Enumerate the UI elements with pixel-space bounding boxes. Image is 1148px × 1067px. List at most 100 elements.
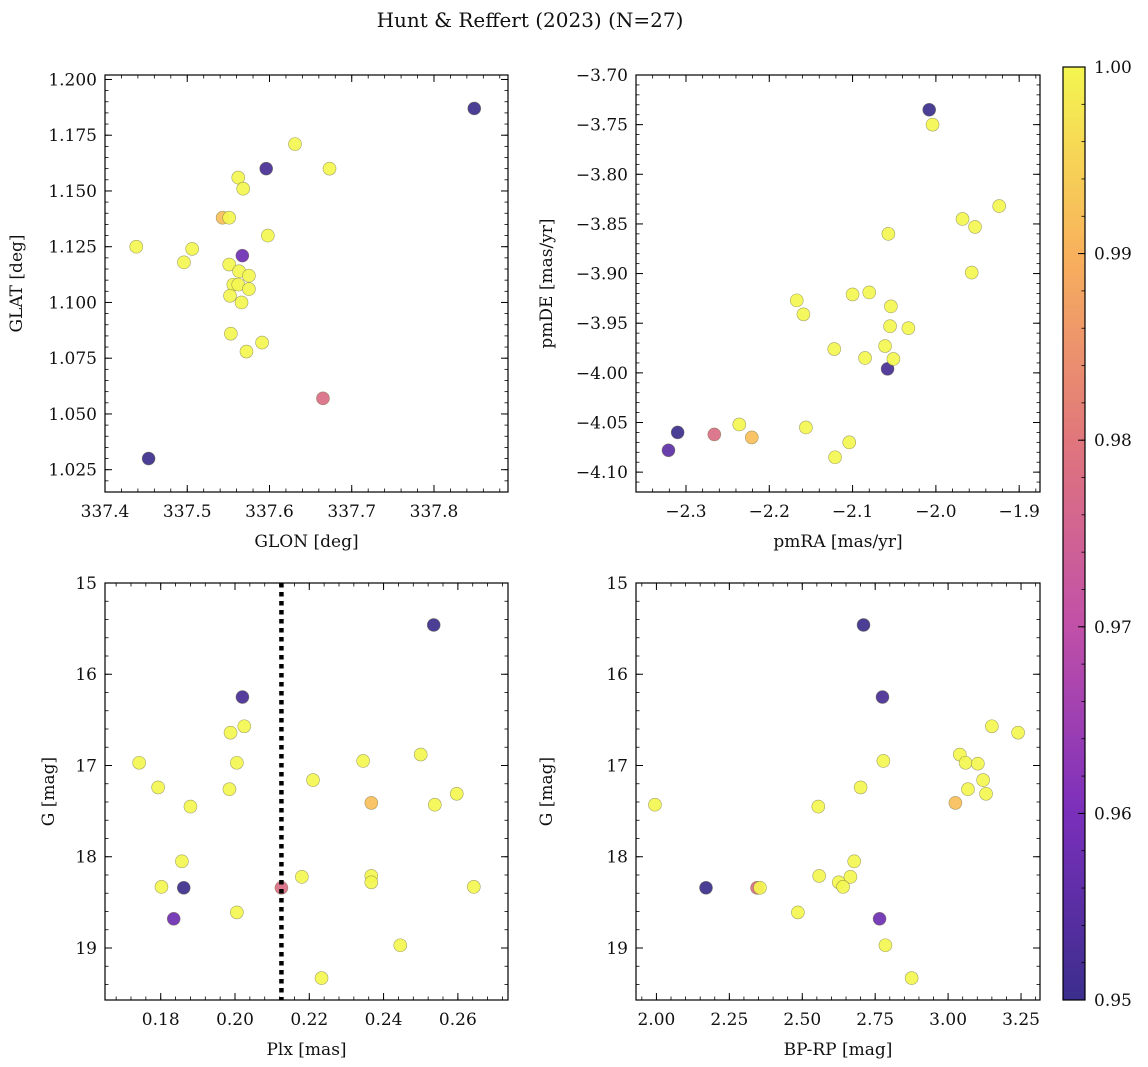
data-point bbox=[904, 971, 919, 985]
data-point bbox=[449, 786, 464, 801]
x-tick-label: 0.26 bbox=[439, 1010, 477, 1030]
data-point bbox=[827, 342, 842, 356]
data-point bbox=[154, 880, 169, 894]
data-point bbox=[842, 435, 857, 450]
x-axis-label: BP-RP [mag] bbox=[784, 1040, 893, 1060]
data-point bbox=[878, 938, 893, 953]
data-point bbox=[958, 755, 973, 770]
x-tick-label: 337.8 bbox=[410, 502, 459, 522]
scatter-panel-1: 337.4 337.5 337.6 337.7 337.8 1.025 1.050 1.075… bbox=[7, 70, 509, 552]
data-point bbox=[467, 101, 482, 116]
data-point bbox=[242, 268, 256, 283]
data-point bbox=[364, 796, 379, 810]
colorbar-tick-label: 0.99 bbox=[1094, 245, 1132, 265]
y-tick-label: 1.150 bbox=[48, 182, 97, 202]
x-axis-label: pmRA [mas/yr] bbox=[773, 532, 902, 552]
data-point bbox=[843, 870, 858, 884]
data-point bbox=[971, 756, 985, 771]
y-tick-label: 1.200 bbox=[48, 70, 97, 90]
y-axis-label: pmDE [mas/yr] bbox=[537, 218, 557, 348]
x-tick-label: 2.00 bbox=[637, 1010, 675, 1030]
data-point bbox=[237, 719, 252, 734]
x-tick-label: −1.9 bbox=[999, 502, 1040, 522]
y-tick-label: 17 bbox=[75, 756, 97, 776]
data-point bbox=[224, 326, 238, 341]
data-point bbox=[322, 161, 337, 176]
data-point bbox=[845, 287, 860, 302]
data-point bbox=[979, 786, 993, 801]
y-tick-label: 16 bbox=[606, 665, 628, 685]
data-point bbox=[1011, 725, 1025, 740]
data-point bbox=[732, 417, 747, 432]
data-point bbox=[847, 854, 861, 869]
y-tick-label: −3.70 bbox=[576, 66, 628, 86]
x-tick-label: 0.20 bbox=[216, 1010, 254, 1030]
x-tick-label: −2.0 bbox=[915, 502, 956, 522]
x-tick-label: 337.6 bbox=[245, 502, 294, 522]
data-point bbox=[791, 905, 805, 920]
data-point bbox=[129, 239, 144, 254]
figure-title: Hunt & Reffert (2023) (N=27) bbox=[377, 8, 684, 32]
data-point bbox=[185, 242, 199, 256]
y-tick-label: −4.10 bbox=[576, 463, 628, 483]
data-point bbox=[799, 420, 813, 435]
data-point bbox=[235, 690, 250, 704]
scatter-panel-3: 0.18 0.20 0.22 0.24 0.26 15 16 17 18 19 Plx [mas] G… bbox=[39, 574, 509, 1060]
data-point bbox=[886, 352, 901, 366]
data-point bbox=[789, 293, 804, 308]
data-point bbox=[753, 880, 767, 895]
data-point bbox=[992, 199, 1006, 213]
x-tick-label: −2.2 bbox=[749, 502, 790, 522]
data-point bbox=[876, 754, 891, 768]
data-point bbox=[922, 102, 937, 117]
x-axis-label: Plx [mas] bbox=[266, 1040, 346, 1060]
data-point bbox=[259, 161, 274, 176]
y-tick-label: 1.025 bbox=[48, 461, 97, 481]
data-point bbox=[881, 227, 896, 241]
colorbar: 0.95 0.96 0.97 0.98 0.99 1.00 bbox=[1062, 58, 1132, 1011]
x-tick-label: 337.4 bbox=[81, 502, 130, 522]
data-point bbox=[288, 137, 302, 151]
x-axis-label: GLON [deg] bbox=[254, 532, 358, 552]
data-point bbox=[661, 443, 676, 458]
axes-frame bbox=[635, 74, 1041, 493]
data-point bbox=[796, 307, 811, 322]
data-point bbox=[242, 282, 256, 296]
scatter-panel-4: 2.00 2.25 2.50 2.75 3.00 3.25 15 16 17 18 19 BP-RP … bbox=[537, 574, 1041, 1060]
data-point bbox=[239, 344, 254, 359]
data-point bbox=[222, 210, 236, 225]
data-point bbox=[166, 911, 181, 926]
y-tick-label: 15 bbox=[75, 574, 97, 594]
data-point bbox=[183, 799, 198, 814]
axes-frame bbox=[104, 74, 509, 493]
data-point bbox=[236, 181, 250, 196]
y-tick-label: 17 bbox=[606, 756, 628, 776]
y-tick-label: 19 bbox=[606, 939, 628, 959]
y-axis-label: GLAT [deg] bbox=[7, 234, 27, 332]
colorbar-tick-label: 0.97 bbox=[1094, 618, 1132, 638]
x-tick-label: 2.50 bbox=[783, 1010, 821, 1030]
data-point bbox=[223, 288, 237, 303]
data-point bbox=[222, 782, 237, 797]
x-tick-label: −2.1 bbox=[832, 502, 873, 522]
panels: 337.4 337.5 337.6 337.7 337.8 1.025 1.050 1.075… bbox=[7, 66, 1041, 1060]
data-point bbox=[177, 255, 191, 270]
data-point bbox=[306, 773, 320, 787]
data-point bbox=[670, 425, 685, 440]
data-point bbox=[413, 747, 428, 762]
points-group bbox=[129, 101, 482, 466]
data-point bbox=[230, 905, 244, 920]
y-tick-label: −3.85 bbox=[576, 215, 628, 235]
data-point bbox=[872, 911, 887, 926]
data-point bbox=[853, 780, 868, 795]
data-point bbox=[836, 880, 850, 894]
y-tick-label: 18 bbox=[606, 848, 628, 868]
y-tick-label: 1.050 bbox=[48, 405, 97, 425]
data-point bbox=[968, 220, 982, 234]
axes-frame bbox=[104, 582, 509, 1001]
x-tick-label: 0.18 bbox=[142, 1010, 180, 1030]
data-point bbox=[648, 797, 662, 812]
data-point bbox=[961, 782, 975, 797]
data-point bbox=[261, 228, 275, 243]
